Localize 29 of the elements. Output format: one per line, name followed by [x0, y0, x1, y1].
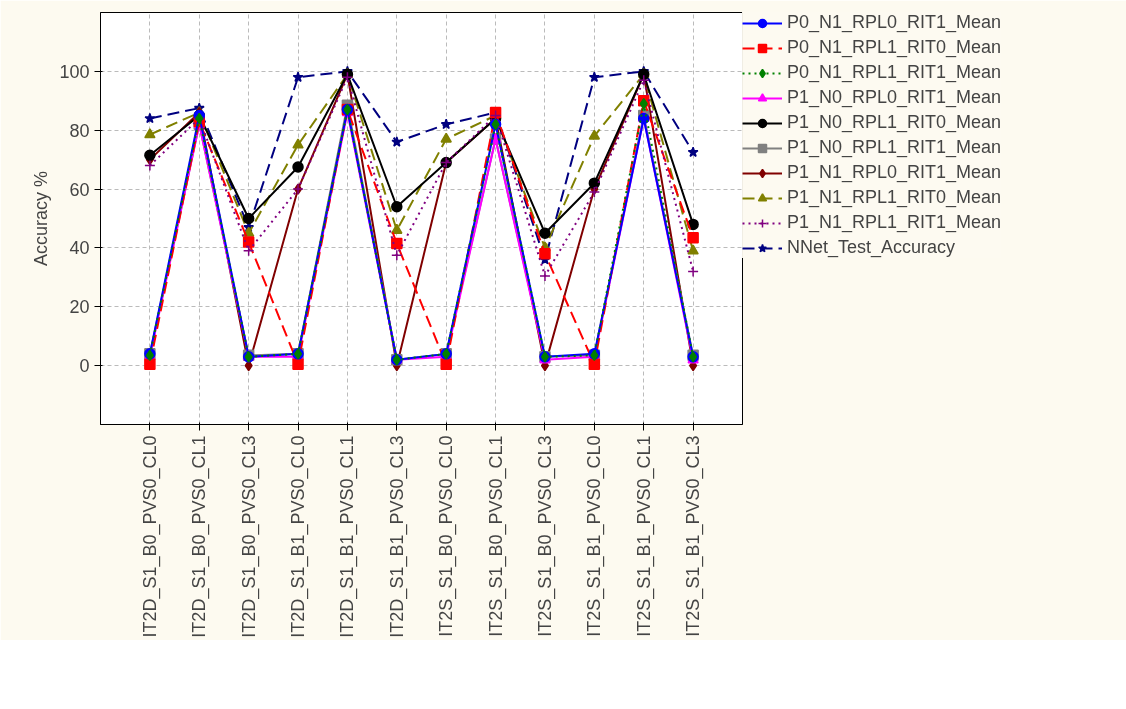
- legend-label: P1_N0_RPL1_RIT1_Mean: [787, 137, 1002, 158]
- x-tick-label: IT2S_S1_B0_PVS0_CL1: [485, 435, 507, 637]
- y-axis-title: Accuracy %: [31, 170, 52, 267]
- x-tick-label: IT2D_S1_B0_PVS0_CL0: [139, 435, 161, 638]
- y-tick-label: 60: [69, 179, 90, 200]
- x-tick-label: IT2D_S1_B0_PVS0_CL1: [189, 435, 211, 638]
- legend-label: P0_N1_RPL1_RIT0_Mean: [787, 37, 1002, 58]
- legend-label: P1_N0_RPL1_RIT0_Mean: [787, 112, 1002, 133]
- y-tick-label: 40: [69, 238, 90, 259]
- legend-label: P1_N0_RPL0_RIT1_Mean: [787, 87, 1002, 108]
- legend-label: P1_N1_RPL1_RIT0_Mean: [787, 187, 1002, 208]
- x-tick-label: IT2S_S1_B1_PVS0_CL0: [584, 435, 606, 637]
- x-tick-label: IT2S_S1_B0_PVS0_CL3: [534, 435, 556, 637]
- y-tick-label: 0: [79, 356, 90, 377]
- x-tick-label: IT2S_S1_B0_PVS0_CL0: [436, 435, 458, 637]
- legend-label: P0_N1_RPL0_RIT1_Mean: [787, 12, 1002, 33]
- x-tick-label: IT2D_S1_B1_PVS0_CL1: [337, 435, 359, 638]
- x-tick-label: IT2D_S1_B0_PVS0_CL3: [238, 435, 260, 638]
- legend-label: P0_N1_RPL1_RIT1_Mean: [787, 62, 1002, 83]
- x-tick-label: IT2S_S1_B1_PVS0_CL3: [683, 435, 705, 637]
- legend-label: P1_N1_RPL0_RIT1_Mean: [787, 162, 1002, 183]
- x-tick-label: IT2D_S1_B1_PVS0_CL0: [288, 435, 310, 638]
- y-tick-label: 80: [69, 120, 90, 141]
- legend-label: NNet_Test_Accuracy: [787, 237, 956, 258]
- legend-label: P1_N1_RPL1_RIT1_Mean: [787, 212, 1002, 233]
- y-tick-label: 100: [59, 61, 90, 82]
- y-tick-label: 20: [69, 297, 90, 318]
- x-tick-label: IT2S_S1_B1_PVS0_CL1: [633, 435, 655, 637]
- x-tick-label: IT2D_S1_B1_PVS0_CL3: [386, 435, 408, 638]
